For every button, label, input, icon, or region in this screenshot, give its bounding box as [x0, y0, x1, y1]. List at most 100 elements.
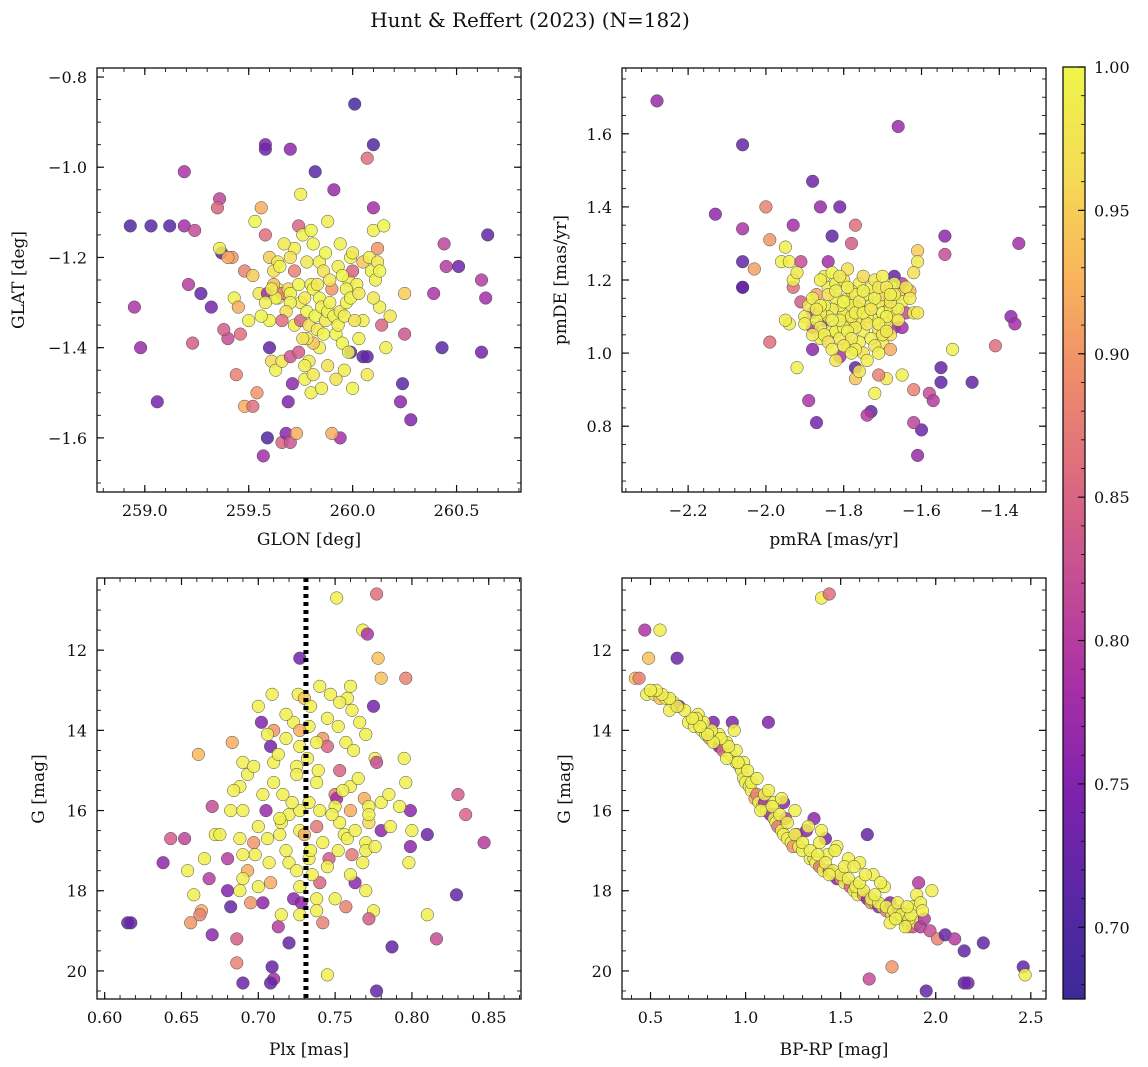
- data-point: [331, 844, 345, 858]
- x-axis-label: GLON [deg]: [257, 530, 361, 550]
- data-point: [184, 916, 198, 930]
- data-point: [164, 832, 178, 846]
- data-point: [262, 341, 277, 355]
- data-point: [271, 920, 285, 934]
- data-point: [643, 683, 658, 697]
- y-tick-label: −1.2: [48, 248, 87, 267]
- data-point: [247, 759, 261, 773]
- data-point: [926, 394, 940, 408]
- axes-frame: [96, 577, 522, 1000]
- y-tick-label: 1.0: [587, 344, 612, 363]
- data-point: [323, 273, 337, 287]
- data-point: [279, 844, 293, 858]
- data-point: [236, 976, 250, 990]
- data-point: [314, 381, 329, 395]
- data-point: [345, 703, 359, 717]
- data-point: [310, 735, 324, 749]
- scatter-marks: [628, 587, 1032, 998]
- colorbar-tick-label: 0.75: [1094, 775, 1130, 794]
- data-point: [306, 368, 320, 382]
- data-point: [265, 960, 279, 974]
- data-point: [907, 416, 921, 430]
- data-point: [1012, 236, 1026, 250]
- data-point: [273, 828, 287, 842]
- data-point: [333, 763, 347, 778]
- data-point: [379, 341, 393, 355]
- figure-title: Hunt & Reffert (2023) (N=182): [370, 8, 690, 32]
- data-point: [759, 200, 773, 214]
- x-tick-label: 1.5: [828, 1008, 853, 1027]
- data-point: [187, 888, 201, 902]
- data-point: [229, 368, 243, 382]
- data-point: [844, 346, 859, 360]
- data-point: [262, 856, 276, 870]
- data-point: [919, 984, 933, 998]
- x-tick-label: 260.5: [434, 501, 480, 520]
- data-point: [264, 876, 278, 890]
- data-point: [339, 900, 353, 914]
- data-point: [405, 824, 419, 838]
- data-point: [788, 828, 802, 842]
- data-point: [335, 268, 349, 283]
- data-point: [366, 291, 380, 305]
- data-point: [347, 743, 361, 757]
- data-point: [258, 296, 272, 310]
- data-point: [911, 255, 925, 269]
- data-point: [1008, 317, 1022, 331]
- data-point: [246, 399, 260, 413]
- data-point: [197, 852, 212, 866]
- data-point: [313, 876, 327, 890]
- data-point: [359, 884, 373, 898]
- data-point: [274, 908, 288, 922]
- data-point: [911, 306, 925, 320]
- data-point: [244, 896, 258, 910]
- x-tick-label: −1.6: [902, 501, 941, 520]
- data-point: [763, 233, 777, 247]
- data-point: [360, 350, 374, 364]
- data-point: [246, 268, 260, 283]
- data-point: [248, 214, 262, 228]
- data-point: [763, 335, 777, 349]
- data-point: [230, 932, 244, 946]
- colorbar-frame: [1062, 66, 1086, 1000]
- x-tick-label: 259.0: [122, 501, 168, 520]
- axis-ticks: −2.2 −2.0 −1.8 −1.6 −1.4 0.8 1.0 1.2 1.4 1.6: [587, 68, 1046, 520]
- data-point: [925, 884, 939, 898]
- data-point: [754, 804, 768, 818]
- y-axis-label: pmDE [mas/yr]: [551, 215, 571, 345]
- y-tick-label: 12: [67, 641, 87, 660]
- data-point: [360, 627, 374, 641]
- data-point: [373, 264, 387, 278]
- data-point: [427, 286, 441, 301]
- colorbar-tick-label: 0.95: [1094, 201, 1130, 220]
- data-point: [403, 840, 417, 854]
- y-tick-label: 12: [592, 641, 612, 660]
- x-tick-label: 0.80: [394, 1008, 430, 1027]
- data-point: [891, 119, 905, 134]
- colorbar: 0.70 0.75 0.80 0.85 0.90 0.95 1.00: [1062, 58, 1130, 1000]
- data-point: [1018, 968, 1032, 982]
- data-point: [256, 449, 270, 463]
- data-point: [339, 735, 353, 749]
- data-point: [385, 940, 399, 954]
- data-point: [191, 747, 205, 761]
- data-point: [452, 259, 466, 274]
- panel-plx-g: 0.60 0.65 0.70 0.75 0.80 0.85 12 14 16 18 20 Plx […: [29, 577, 522, 1060]
- data-point: [821, 255, 835, 269]
- data-point: [761, 783, 775, 798]
- data-point: [260, 727, 275, 741]
- data-point: [181, 277, 196, 292]
- colorbar-ticks: 0.70 0.75 0.80 0.85 0.90 0.95 1.00: [1078, 58, 1130, 986]
- x-tick-label: 2.0: [923, 1008, 948, 1027]
- data-point: [258, 228, 272, 242]
- data-point: [321, 214, 335, 228]
- data-point: [829, 284, 843, 298]
- data-point: [790, 266, 804, 280]
- data-point: [156, 856, 170, 870]
- data-point: [316, 916, 330, 930]
- data-point: [134, 341, 148, 355]
- data-point: [343, 679, 358, 693]
- data-point: [327, 183, 341, 197]
- data-point: [362, 808, 376, 822]
- data-point: [841, 280, 855, 294]
